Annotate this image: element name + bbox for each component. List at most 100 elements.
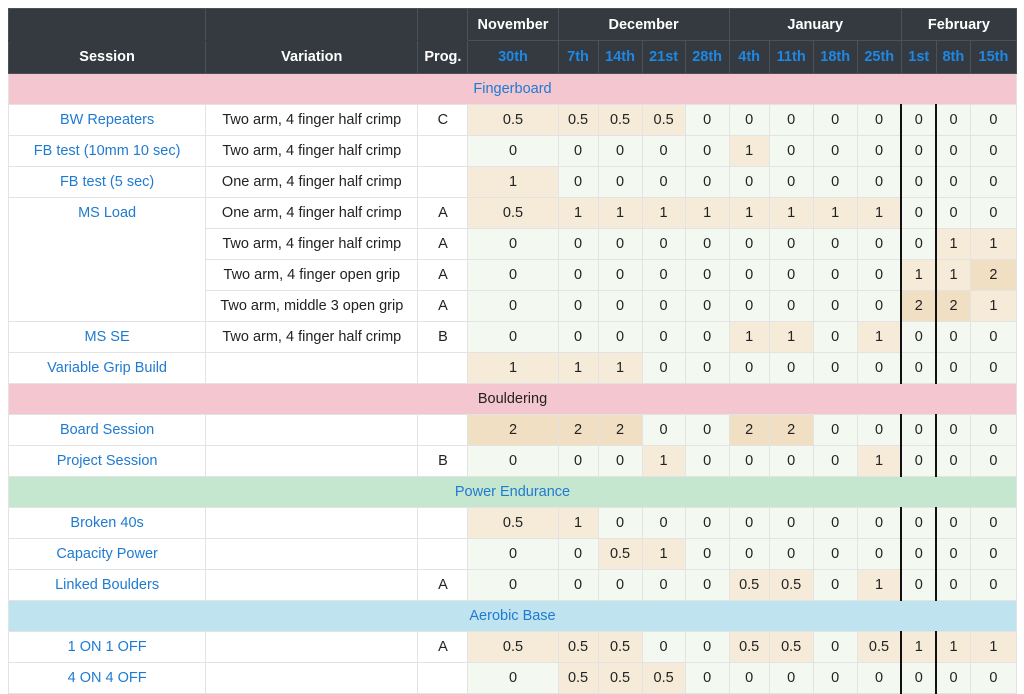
prog-cell [417, 166, 469, 198]
session-link[interactable]: BW Repeaters [7, 104, 207, 136]
value-cell: 0.5 [467, 104, 559, 136]
value-cell: 0.5 [597, 538, 643, 570]
value-cell: 1 [768, 321, 814, 353]
value-cell: 0.5 [557, 662, 599, 694]
value-cell: 1 [856, 197, 902, 229]
table-row: 1 ON 1 OFF A 0.5 0.5 0.5 0 0 0.5 0.5 0 0.5 1 1 1 [7, 631, 1018, 663]
value-cell: 0.5 [467, 631, 559, 663]
value-cell: 1 [728, 135, 770, 167]
value-cell: 0 [768, 290, 814, 322]
value-cell: 0 [969, 321, 1018, 353]
value-cell: 0 [900, 569, 937, 601]
value-cell: 0 [728, 104, 770, 136]
value-cell: 0 [768, 135, 814, 167]
value-cell: 0 [641, 290, 686, 322]
table-row: Project Session B 0 0 0 1 0 0 0 0 1 0 0 0 [7, 445, 1018, 477]
variation-cell [205, 445, 419, 477]
value-cell: 0 [812, 414, 858, 446]
value-cell: 0 [969, 135, 1018, 167]
value-cell: 1 [641, 445, 686, 477]
value-cell: 0 [684, 662, 730, 694]
value-cell: 0 [768, 352, 814, 384]
value-cell: 2 [900, 290, 937, 322]
month-december: December [557, 8, 730, 41]
value-cell: 0 [467, 228, 559, 260]
value-cell: 0 [969, 569, 1018, 601]
table-row: Variable Grip Build 1 1 1 0 0 0 0 0 0 0 0 0 [7, 352, 1018, 384]
variation-cell: Two arm, 4 finger open grip [205, 259, 419, 291]
variation-cell [205, 352, 419, 384]
value-cell: 0 [467, 259, 559, 291]
value-cell: 0 [900, 352, 937, 384]
value-cell: 2 [597, 414, 643, 446]
session-link[interactable]: Linked Boulders [7, 569, 207, 601]
session-link[interactable]: Board Session [7, 414, 207, 446]
value-cell: 1 [900, 631, 937, 663]
value-cell: 0 [900, 135, 937, 167]
table-row: Broken 40s 0.5 1 0 0 0 0 0 0 0 0 0 0 [7, 507, 1018, 539]
prog-cell: A [417, 569, 469, 601]
session-link[interactable]: Project Session [7, 445, 207, 477]
session-link[interactable]: Broken 40s [7, 507, 207, 539]
value-cell: 0 [728, 662, 770, 694]
table-row: FB test (5 sec) One arm, 4 finger half cr… [7, 166, 1018, 198]
session-link[interactable]: 4 ON 4 OFF [7, 662, 207, 694]
value-cell: 1 [684, 197, 730, 229]
value-cell: 1 [935, 631, 971, 663]
value-cell: 0 [856, 259, 902, 291]
value-cell: 0 [728, 166, 770, 198]
value-cell: 1 [728, 321, 770, 353]
value-cell: 1 [768, 197, 814, 229]
value-cell: 0 [684, 569, 730, 601]
session-link[interactable]: MS Load [7, 197, 207, 229]
value-cell: 0 [900, 166, 937, 198]
value-cell: 0 [935, 569, 971, 601]
session-link[interactable]: Variable Grip Build [7, 352, 207, 384]
value-cell: 0 [935, 662, 971, 694]
value-cell: 0 [684, 352, 730, 384]
table-row: Board Session 2 2 2 0 0 2 2 0 0 0 0 0 [7, 414, 1018, 446]
prog-cell: A [417, 259, 469, 291]
value-cell: 0 [812, 352, 858, 384]
session-link[interactable]: Capacity Power [7, 538, 207, 570]
variation-cell [205, 507, 419, 539]
value-cell: 0.5 [856, 631, 902, 663]
value-cell: 0 [467, 290, 559, 322]
session-link[interactable]: FB test (10mm 10 sec) [7, 135, 207, 167]
value-cell: 0 [684, 104, 730, 136]
variation-cell: Two arm, 4 finger half crimp [205, 104, 419, 136]
value-cell: 0 [856, 662, 902, 694]
value-cell: 0 [856, 104, 902, 136]
value-cell: 0 [467, 445, 559, 477]
value-cell: 0 [969, 197, 1018, 229]
col-session: Session [7, 40, 207, 74]
session-link[interactable]: FB test (5 sec) [7, 166, 207, 198]
table-row: Two arm, 4 finger half crimp A 0 0 0 0 0 0 0 0 0 0 1… [7, 228, 1018, 260]
session-link[interactable]: 1 ON 1 OFF [7, 631, 207, 663]
value-cell: 0 [728, 538, 770, 570]
value-cell: 0 [900, 662, 937, 694]
schedule-table: November December January February Sessi… [7, 8, 1018, 694]
value-cell: 0 [969, 166, 1018, 198]
prog-cell: C [417, 104, 469, 136]
prog-cell [417, 135, 469, 167]
variation-cell [205, 569, 419, 601]
value-cell: 0 [597, 569, 643, 601]
value-cell: 0 [900, 228, 937, 260]
value-cell: 0 [728, 259, 770, 291]
value-cell: 0 [935, 414, 971, 446]
value-cell: 0 [900, 414, 937, 446]
value-cell: 0 [935, 166, 971, 198]
value-cell: 0 [684, 631, 730, 663]
category-row-aerobic-base: Aerobic Base [8, 600, 1017, 632]
value-cell: 0 [684, 507, 730, 539]
session-link[interactable] [7, 259, 207, 291]
session-link[interactable]: MS SE [7, 321, 207, 353]
day-header: 25th [856, 40, 902, 74]
value-cell: 0 [812, 445, 858, 477]
category-row-fingerboard: Fingerboard [8, 73, 1017, 105]
session-link[interactable] [7, 228, 207, 260]
day-header: 30th [467, 40, 559, 74]
session-link[interactable] [7, 290, 207, 322]
value-cell: 0 [597, 445, 643, 477]
